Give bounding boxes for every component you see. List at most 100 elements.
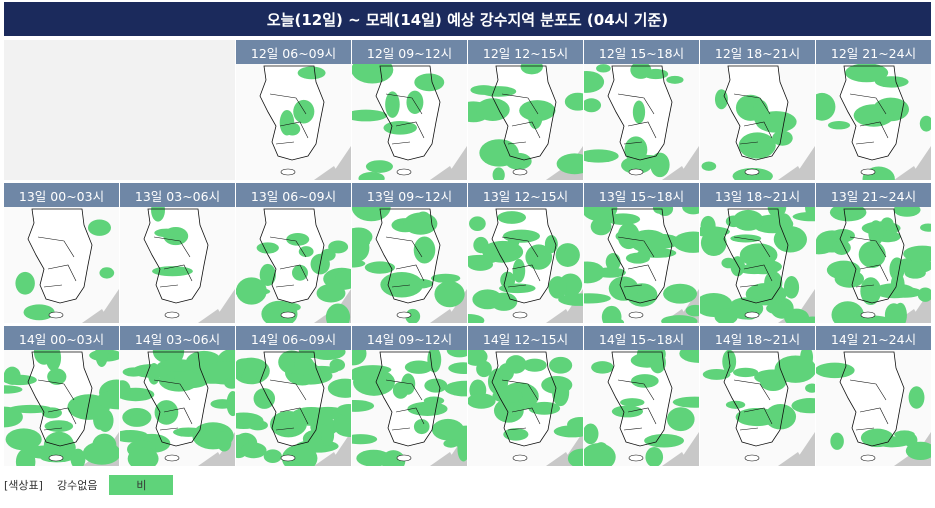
rain-area xyxy=(631,374,659,388)
panel-label: 12일 21~24시 xyxy=(816,40,931,64)
legend-item: 강수없음 xyxy=(56,479,98,492)
jeju-island xyxy=(860,168,876,176)
land-korea xyxy=(608,352,672,446)
rain-area xyxy=(802,316,815,323)
map-panel: 14일 15~18시 xyxy=(584,326,699,466)
panel-label: 12일 18~21시 xyxy=(700,40,815,64)
rain-area xyxy=(701,161,717,171)
rain-area xyxy=(584,423,599,445)
map-panel: 13일 06~09시 xyxy=(236,183,351,323)
rain-area xyxy=(791,398,815,414)
rain-area xyxy=(591,361,614,374)
rain-area xyxy=(224,377,235,389)
rain-area xyxy=(236,277,267,305)
panel-label: 13일 18~21시 xyxy=(700,183,815,207)
rain-area xyxy=(468,393,496,409)
panel-label: 13일 15~18시 xyxy=(584,183,699,207)
map-panel: 13일 18~21시 xyxy=(700,183,815,323)
rain-area xyxy=(605,253,621,271)
rain-area xyxy=(615,230,636,242)
coastline xyxy=(259,351,325,447)
rain-area xyxy=(328,240,349,254)
province-border xyxy=(37,236,77,288)
jeju-island xyxy=(164,454,180,462)
precipitation-map xyxy=(816,207,931,323)
rain-area xyxy=(381,450,406,466)
rain-area xyxy=(500,271,516,289)
rain-area xyxy=(385,91,400,118)
map-panel: 13일 15~18시 xyxy=(584,183,699,323)
rain-area xyxy=(476,360,492,378)
panel-label: 12일 09~12시 xyxy=(352,40,467,64)
rain-area xyxy=(259,263,276,286)
rain-area xyxy=(714,308,738,323)
rain-area xyxy=(414,73,445,92)
map-panel: 13일 00~03시 xyxy=(4,183,119,323)
map-panel: 13일 21~24시 xyxy=(816,183,931,323)
precipitation-map xyxy=(236,64,351,180)
coastline xyxy=(607,208,673,304)
land-japan xyxy=(778,452,806,466)
rain-area xyxy=(679,350,699,363)
rain-area xyxy=(549,356,573,374)
rain-area xyxy=(236,412,264,429)
rain-area xyxy=(444,380,467,397)
map-panel: 13일 09~12시 xyxy=(352,183,467,323)
panel-label: 12일 12~15시 xyxy=(468,40,583,64)
rain-area xyxy=(584,261,605,284)
province-border xyxy=(269,236,309,288)
coastline xyxy=(839,351,905,447)
land-japan xyxy=(546,452,574,466)
rain-area xyxy=(661,315,698,323)
coastline xyxy=(259,208,325,304)
rain-area xyxy=(527,101,543,130)
rain-area xyxy=(845,64,889,83)
rain-area xyxy=(850,315,892,323)
rain-area xyxy=(739,243,778,267)
rain-area xyxy=(308,350,346,360)
rain-area xyxy=(320,424,335,446)
province-border xyxy=(153,236,193,288)
jeju-island xyxy=(48,311,64,319)
rain-area xyxy=(293,99,315,124)
rain-area xyxy=(236,368,244,377)
rain-area xyxy=(15,271,35,295)
map-panel: 14일 18~21시 xyxy=(700,326,815,466)
rain-area xyxy=(873,436,911,448)
precipitation-map xyxy=(700,350,815,466)
rain-area xyxy=(5,428,42,451)
rain-area xyxy=(286,233,310,246)
map-panel: 14일 12~15시 xyxy=(468,326,583,466)
rain-area xyxy=(493,398,524,423)
land-korea xyxy=(840,352,904,446)
province-border xyxy=(269,93,309,145)
rain-area xyxy=(274,302,301,313)
rain-area xyxy=(336,403,351,417)
province-border xyxy=(385,236,425,288)
panel-label: 13일 21~24시 xyxy=(816,183,931,207)
rain-area xyxy=(816,92,836,121)
rain-area xyxy=(767,207,787,218)
rain-area xyxy=(826,260,861,280)
rain-area xyxy=(216,430,233,444)
land-japan xyxy=(314,452,342,466)
rain-area xyxy=(292,264,308,281)
rain-area xyxy=(457,436,467,462)
rain-area xyxy=(154,400,179,425)
province-border xyxy=(733,379,773,431)
rain-area xyxy=(544,235,558,254)
map-panel: 14일 09~12시 xyxy=(352,326,467,466)
map-panel: 12일 21~24시 xyxy=(816,40,931,180)
jeju-island xyxy=(280,454,296,462)
rain-area xyxy=(253,388,276,409)
rain-area xyxy=(4,385,23,394)
rain-area xyxy=(917,287,931,302)
province-border xyxy=(501,93,541,145)
jeju-island xyxy=(512,454,528,462)
rain-area xyxy=(97,408,114,433)
rain-area xyxy=(772,130,793,146)
rain-area xyxy=(120,380,131,399)
rain-area xyxy=(873,283,915,299)
province-border xyxy=(153,379,193,431)
